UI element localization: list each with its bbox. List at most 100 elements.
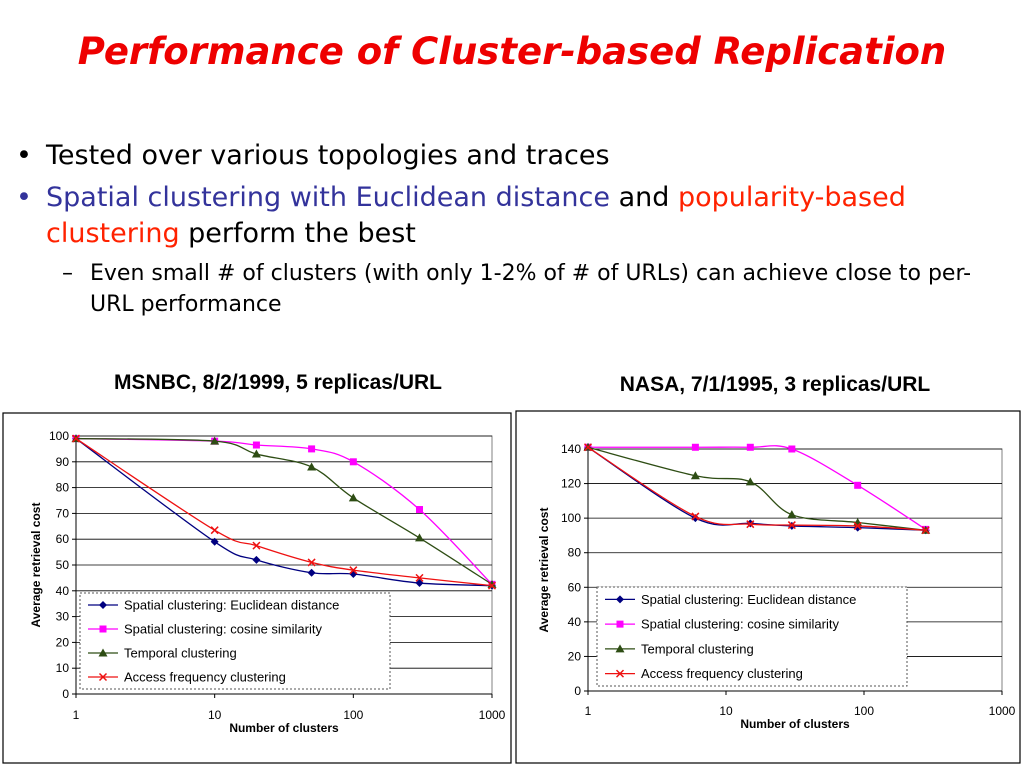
data-point-series-1 xyxy=(307,568,316,577)
data-point-series-1 xyxy=(415,579,424,588)
data-point-series-4-stroke xyxy=(252,541,261,550)
data-point-series-3 xyxy=(348,493,358,502)
y-tick-label: 80 xyxy=(568,546,582,560)
data-point-series-2 xyxy=(788,445,796,453)
x-axis-label: Number of clusters xyxy=(740,717,850,731)
data-point-series-4 xyxy=(691,512,700,521)
legend-marker-stroke xyxy=(615,669,625,678)
y-axis-label: Average retrieval cost xyxy=(29,503,43,628)
data-point-series-3 xyxy=(251,449,261,458)
data-point-series-4-stroke xyxy=(853,521,862,530)
data-point-series-2 xyxy=(854,481,862,489)
x-tick-label: 1 xyxy=(73,708,80,722)
data-point-series-3 xyxy=(690,471,700,480)
x-axis-label: Number of clusters xyxy=(229,721,339,735)
legend-entry-label: Temporal clustering xyxy=(124,646,237,661)
y-tick-label: 20 xyxy=(56,635,70,649)
legend-marker xyxy=(99,601,107,609)
data-point-series-4-stroke xyxy=(583,443,593,452)
x-tick-label: 1000 xyxy=(989,704,1016,718)
data-point-series-4 xyxy=(853,521,862,530)
data-point-series-3 xyxy=(787,510,797,519)
sub-bullet-item: – Even small # of clusters (with only 1-… xyxy=(14,258,1014,320)
data-point-series-4 xyxy=(71,434,81,443)
x-tick-label: 1 xyxy=(585,704,592,718)
x-tick-label: 10 xyxy=(719,704,733,718)
data-point-series-2 xyxy=(349,458,357,466)
y-tick-label: 10 xyxy=(56,661,70,675)
y-tick-label: 140 xyxy=(561,442,581,456)
bullet-text-and: and xyxy=(609,182,678,213)
chart-title-nasa: NASA, 7/1/1995, 3 replicas/URL xyxy=(619,373,931,396)
legend-marker xyxy=(616,595,624,604)
legend-marker xyxy=(98,672,108,682)
y-tick-label: 50 xyxy=(56,558,70,572)
sub-bullet-dash: – xyxy=(62,261,73,286)
y-tick-label: 100 xyxy=(49,429,69,443)
data-point-series-3 xyxy=(414,533,424,542)
data-point-series-4-stroke xyxy=(487,581,497,590)
sub-bullet-text: Even small # of clusters (with only 1-2%… xyxy=(90,261,972,317)
legend-box xyxy=(596,586,908,687)
y-tick-label: 0 xyxy=(62,687,69,701)
data-point-series-1 xyxy=(210,537,219,546)
data-point-series-1 xyxy=(252,555,261,564)
y-tick-label: 40 xyxy=(56,584,70,598)
data-point-series-4 xyxy=(583,443,593,452)
data-point-series-4-stroke xyxy=(307,558,316,567)
data-point-series-4-stroke xyxy=(787,521,796,530)
data-point-series-2 xyxy=(415,506,423,514)
series-line-3 xyxy=(587,446,926,531)
data-point-series-4-stroke xyxy=(349,566,358,575)
legend-entry-label: Temporal clustering xyxy=(641,641,754,656)
legend-entry-label: Spatial clustering: cosine similarity xyxy=(641,617,839,632)
bullet-text-spatial: Spatial clustering with Euclidean distan… xyxy=(46,182,610,213)
x-tick-label: 100 xyxy=(343,708,363,722)
data-point-series-4-stroke xyxy=(691,512,700,521)
x-tick-label: 1000 xyxy=(479,708,506,722)
data-point-series-3 xyxy=(745,477,755,486)
data-point-series-2 xyxy=(308,445,316,453)
y-tick-label: 30 xyxy=(56,610,70,624)
data-point-series-4-stroke xyxy=(921,526,930,535)
bullet-item: • Spatial clustering with Euclidean dist… xyxy=(14,180,1014,252)
legend-entry-label: Spatial clustering: Euclidean distance xyxy=(641,592,856,607)
legend-marker xyxy=(615,644,625,653)
legend-marker xyxy=(99,625,107,633)
x-tick-label: 100 xyxy=(854,704,874,718)
data-point-series-4-stroke xyxy=(210,526,219,535)
legend-box xyxy=(79,592,391,690)
data-point-series-4 xyxy=(307,558,316,567)
data-point-series-4 xyxy=(921,526,930,535)
y-tick-label: 80 xyxy=(56,481,70,495)
data-point-series-4 xyxy=(210,526,219,535)
y-tick-label: 20 xyxy=(568,649,582,663)
y-tick-label: 0 xyxy=(574,684,581,698)
data-point-series-4 xyxy=(487,581,497,590)
legend-entry-label: Access frequency clustering xyxy=(124,670,286,685)
y-axis-label: Average retrieval cost xyxy=(537,508,551,633)
series-line-4 xyxy=(587,446,926,531)
data-point-series-2 xyxy=(252,441,260,449)
bullet-text-popularity: popularity-based clustering xyxy=(46,182,906,249)
data-point-series-4 xyxy=(349,566,358,575)
data-point-series-4 xyxy=(415,573,424,582)
bullet-dot: • xyxy=(16,182,32,213)
y-tick-label: 90 xyxy=(56,455,70,469)
y-tick-label: 120 xyxy=(561,477,581,491)
bullet-dot: • xyxy=(16,140,32,171)
legend-marker-stroke xyxy=(98,672,108,682)
data-point-series-2 xyxy=(691,443,699,451)
legend-marker xyxy=(615,669,625,678)
y-tick-label: 70 xyxy=(56,506,70,520)
bullet-item: • Tested over various topologies and tra… xyxy=(14,138,1014,174)
x-tick-label: 10 xyxy=(208,708,222,722)
data-point-series-4 xyxy=(746,520,755,529)
y-tick-label: 60 xyxy=(568,580,582,594)
data-point-series-4-stroke xyxy=(746,520,755,529)
legend-entry-label: Access frequency clustering xyxy=(641,666,803,681)
data-point-series-4-stroke xyxy=(415,573,424,582)
legend-entry-label: Spatial clustering: Euclidean distance xyxy=(124,598,339,613)
data-point-series-3 xyxy=(307,462,317,471)
